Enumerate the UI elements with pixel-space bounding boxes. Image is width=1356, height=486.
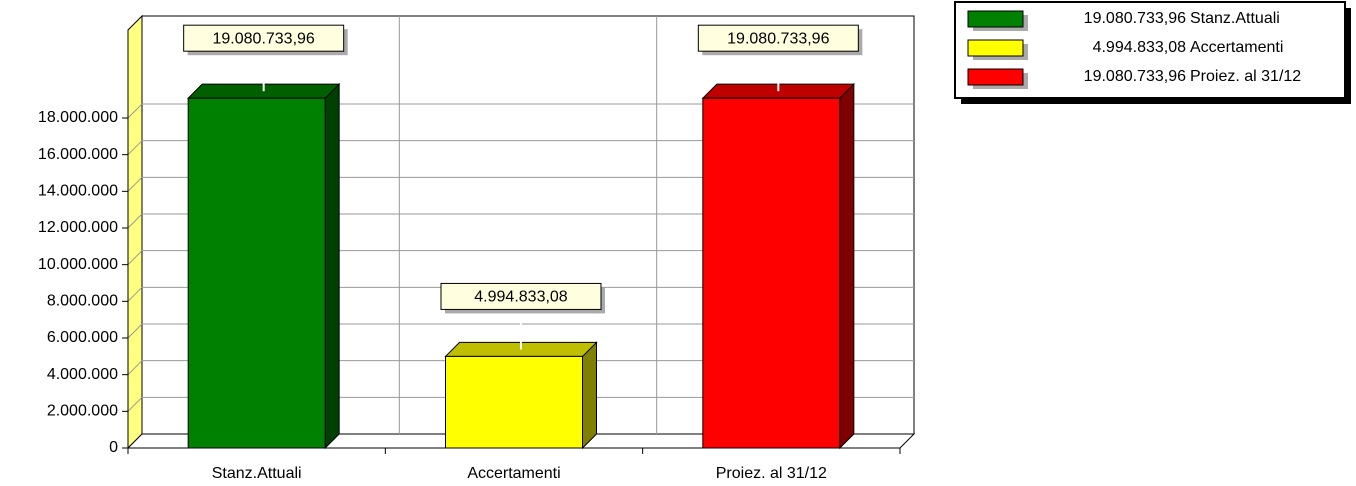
- bar: [187, 97, 326, 449]
- value-label: 4.994.833,08: [474, 289, 568, 306]
- bar-side: [324, 82, 340, 450]
- legend-label: Stanz.Attuali: [1190, 10, 1280, 27]
- y-tick-label: 2.000.000: [47, 403, 118, 420]
- y-tick-label: 4.000.000: [47, 366, 118, 383]
- value-label: 19.080.733,96: [213, 30, 315, 47]
- y-tick-label: 16.000.000: [38, 146, 118, 163]
- y-tick-label: 8.000.000: [47, 293, 118, 310]
- legend-value: 19.080.733,96: [1084, 10, 1186, 27]
- y-tick-label: 10.000.000: [38, 256, 118, 273]
- legend-label: Proiez. al 31/12: [1190, 68, 1301, 85]
- y-tick-label: 12.000.000: [38, 219, 118, 236]
- y-tick-label: 18.000.000: [38, 109, 118, 126]
- bar: [445, 355, 583, 449]
- x-tick-label: Proiez. al 31/12: [716, 465, 827, 482]
- grid-line-wall: [127, 286, 143, 302]
- legend-swatch: [967, 68, 1024, 86]
- grid-line-wall: [127, 103, 143, 119]
- legend-value: 19.080.733,96: [1084, 68, 1186, 85]
- label-box: [697, 24, 859, 52]
- grid-line-wall: [127, 360, 143, 376]
- label-box: [440, 282, 602, 310]
- grid-line-wall: [127, 250, 143, 266]
- legend-swatch: [967, 39, 1024, 57]
- bar-side: [839, 82, 855, 450]
- legend-label: Accertamenti: [1190, 39, 1283, 56]
- y-tick-label: 14.000.000: [38, 183, 118, 200]
- label-box: [183, 24, 345, 52]
- y-tick-label: 6.000.000: [47, 329, 118, 346]
- grid-line-wall: [127, 396, 143, 412]
- y-tick-label: 0: [109, 439, 118, 456]
- left-wall: [127, 14, 143, 450]
- value-label: 19.080.733,96: [727, 30, 829, 47]
- x-tick-label: Accertamenti: [467, 465, 560, 482]
- legend-swatch: [967, 10, 1024, 28]
- legend-value: 4.994.833,08: [1093, 39, 1187, 56]
- grid-line-wall: [127, 213, 143, 229]
- x-tick-label: Stanz.Attuali: [212, 465, 302, 482]
- grid-line-wall: [127, 323, 143, 339]
- grid-line-wall: [127, 140, 143, 156]
- bar-side: [582, 341, 597, 450]
- bar: [702, 97, 841, 449]
- grid-line-wall: [127, 176, 143, 192]
